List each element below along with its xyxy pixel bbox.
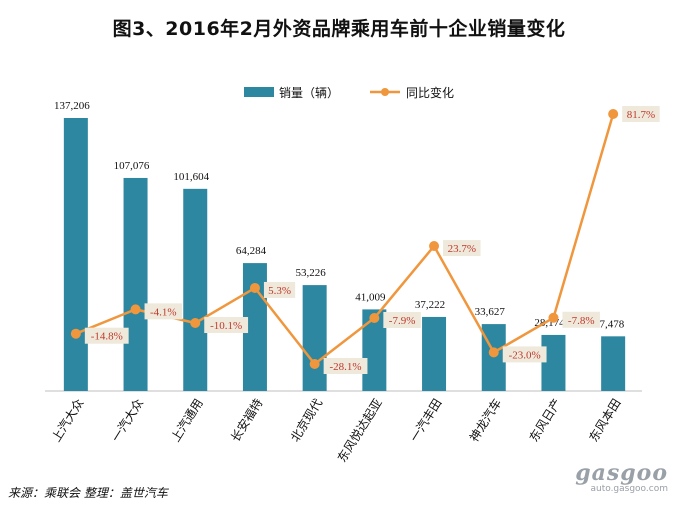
line-value-label: -7.9%	[389, 315, 416, 327]
category-label: 神龙汽车	[466, 396, 504, 445]
bar-value-label: 53,226	[296, 267, 327, 279]
line-marker	[608, 109, 619, 119]
line-value-label: -14.8%	[91, 331, 123, 343]
bar	[481, 324, 506, 391]
watermark-url: auto.gasgoo.com	[590, 484, 668, 494]
line-value-label: -4.1%	[150, 306, 177, 318]
line-marker	[190, 318, 201, 329]
category-label: 一汽丰田	[406, 396, 444, 445]
line-value-label: 81.7%	[627, 109, 655, 121]
category-label: 东风日产	[527, 396, 564, 444]
line-path	[75, 113, 615, 366]
bar	[601, 336, 626, 391]
line-label-bg	[144, 303, 183, 320]
category-label: 上汽大众	[48, 396, 86, 445]
line-label-bg	[204, 317, 249, 334]
line-label-bg	[323, 358, 368, 374]
category-label: 上汽通用	[168, 396, 206, 445]
bar-value-label: 137,206	[54, 100, 90, 112]
line-marker	[130, 304, 141, 315]
line-value-label: -23.0%	[509, 349, 541, 361]
bar	[63, 118, 88, 391]
legend-line-marker	[381, 88, 389, 96]
bar-value-label: 37,222	[415, 299, 445, 311]
line-marker	[369, 313, 380, 324]
category-label: 东风悦达起亚	[335, 396, 385, 464]
line-marker	[70, 328, 81, 339]
line-label-bg	[443, 240, 481, 257]
category-label: 东风本田	[586, 396, 623, 444]
bar-value-label: 64,284	[236, 245, 267, 257]
line-label-bg	[263, 281, 296, 298]
bar	[183, 188, 208, 391]
line-marker	[488, 347, 499, 358]
line-series	[70, 109, 619, 369]
legend: 销量（辆） 同比变化	[244, 85, 454, 100]
line-value-label: -7.8%	[568, 315, 595, 327]
bar-value-label: 33,627	[475, 306, 506, 318]
watermark-logo: gasgoo	[575, 460, 668, 486]
bar-value-labels: 137,206 107,076 101,604 64,284 53,226 41,009 3…	[54, 100, 625, 330]
bar	[422, 316, 447, 391]
chart-title: 图3、2016年2月外资品牌乘用车前十企业销量变化	[112, 18, 566, 40]
legend-bar-label: 销量（辆）	[279, 86, 339, 100]
line-label-bg	[383, 312, 421, 329]
line-marker	[309, 359, 320, 369]
bar	[302, 285, 327, 391]
line-marker	[249, 282, 260, 293]
bar-value-label: 101,604	[173, 171, 209, 183]
line-label-bg	[84, 327, 129, 344]
category-labels: 上汽大众 一汽大众 上汽通用 长安福特 北京现代 东风悦达起亚 一汽丰田 神龙汽车 东风日产 东风…	[48, 396, 623, 465]
category-label: 一汽大众	[108, 396, 146, 445]
line-value-label: 5.3%	[268, 285, 291, 297]
line-value-labels: -14.8% -4.1% -10.1% 5.3% -28.1% -7.9% 23.7% -23…	[84, 106, 660, 374]
source-note: 来源：乘联会 整理：盖世汽车	[8, 486, 168, 500]
line-marker	[429, 241, 440, 252]
category-label: 北京现代	[288, 396, 325, 444]
bar-value-label: 41,009	[355, 291, 386, 303]
line-value-label: 23.7%	[448, 243, 476, 255]
line-label-bg	[622, 106, 660, 122]
legend-bar-swatch	[244, 87, 274, 97]
bar	[541, 334, 566, 391]
line-value-label: -28.1%	[330, 361, 362, 373]
legend-line-label: 同比变化	[406, 85, 454, 100]
watermark: gasgoo auto.gasgoo.com	[575, 462, 668, 494]
bar	[123, 177, 148, 391]
line-marker	[548, 312, 559, 323]
bar-value-label: 107,076	[114, 160, 150, 172]
line-value-label: -10.1%	[210, 320, 242, 332]
line-label-bg	[562, 311, 600, 328]
bar-value-label: 27,478	[594, 318, 625, 330]
category-label: 长安福特	[227, 396, 265, 445]
line-label-bg	[502, 346, 547, 363]
